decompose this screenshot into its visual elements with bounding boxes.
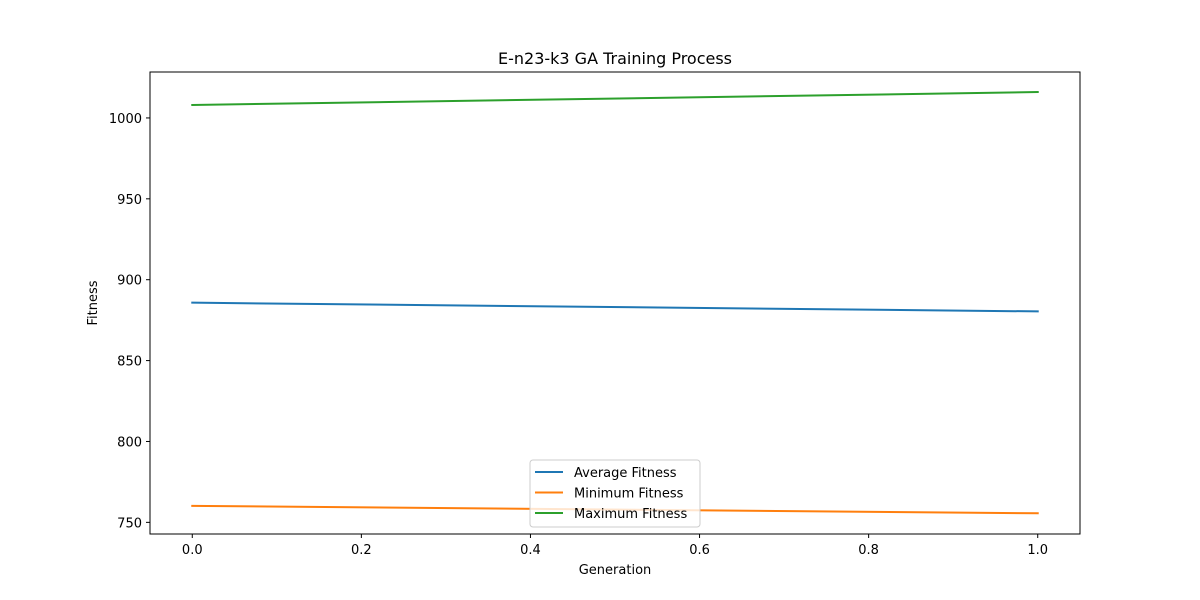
legend-label: Minimum Fitness [574,487,684,502]
y-axis-label: Fitness [86,280,101,325]
x-tick-label: 0.4 [520,543,541,558]
chart-title: E-n23-k3 GA Training Process [498,49,732,68]
series-line-2 [191,91,1039,107]
legend-label: Average Fitness [574,466,677,481]
legend: Average Fitness Minimum Fitness Maximum Fi… [529,459,701,528]
x-tick-label: 1.0 [1027,543,1048,558]
x-axis-label: Generation [579,563,652,578]
x-tick-label: 0.8 [858,543,879,558]
x-tick-label: 0.0 [182,543,203,558]
y-tick-label: 750 [117,516,142,531]
x-tick-label: 0.2 [351,543,372,558]
y-tick-label: 850 [117,355,142,370]
legend-items: Average Fitness Minimum Fitness Maximum Fi… [535,466,687,522]
y-tick-label: 950 [117,193,142,208]
y-tick-label: 800 [117,435,142,450]
legend-label: Maximum Fitness [574,507,687,522]
legend-box [529,459,701,528]
axis-ticks: 0.0 0.2 0.4 0.6 0.8 1.0 750 800 850 900 950 1000 [109,112,1048,558]
plot-frame [149,71,1081,535]
x-tick-label: 0.6 [689,543,710,558]
y-tick-label: 900 [117,274,142,289]
y-tick-label: 1000 [109,112,142,127]
series-line-0 [191,301,1039,313]
